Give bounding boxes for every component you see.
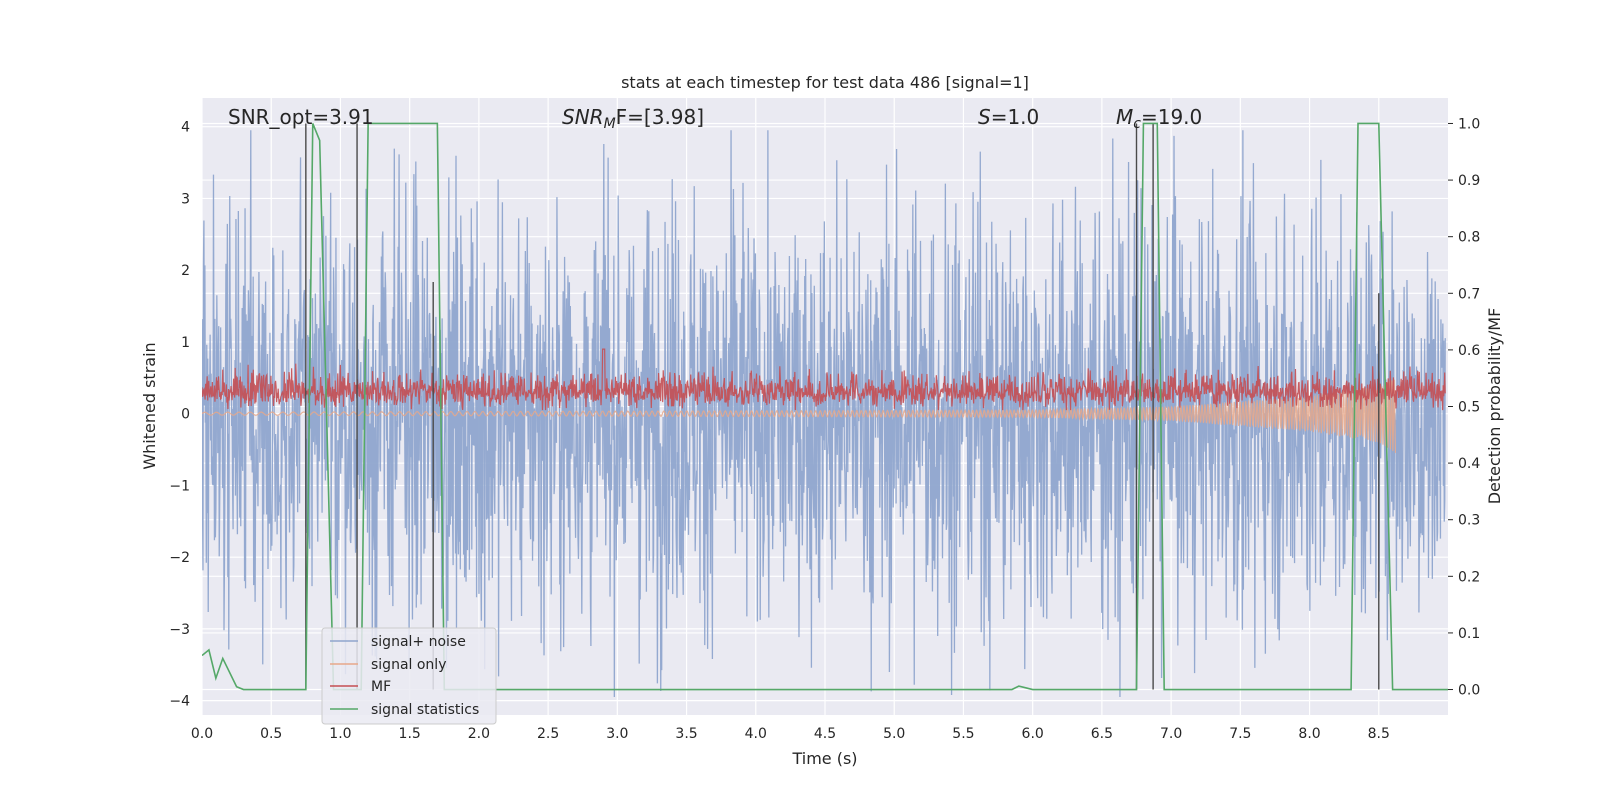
x-tick-label: 8.0: [1298, 726, 1320, 742]
right-y-tick-label: 0.5: [1458, 400, 1480, 416]
y-tick-label: 3: [181, 191, 190, 207]
right-y-tick-label: 0.3: [1458, 513, 1480, 529]
annotation-s: S=1.0: [978, 105, 1039, 129]
right-y-tick-label: 0.7: [1458, 286, 1480, 302]
x-axis-ticks: 0.0 0.5 1.0 1.5 2.0 2.5 3.0 3.5 4.0 4.5 5.0 5.5 6.0 6…: [191, 726, 1390, 742]
x-tick-label: 6.0: [1022, 726, 1044, 742]
y-tick-label: −1: [169, 478, 190, 494]
y-tick-label: 4: [181, 120, 190, 136]
legend-label-signal-only: signal only: [371, 657, 446, 673]
right-y-tick-label: 0.2: [1458, 569, 1480, 585]
right-y-tick-label: 0.9: [1458, 173, 1480, 189]
x-tick-label: 6.5: [1091, 726, 1113, 742]
x-tick-label: 7.0: [1160, 726, 1182, 742]
y-axis-label: Whitened strain: [140, 342, 159, 469]
x-tick-label: 3.0: [606, 726, 628, 742]
annotation-s-value: =1.0: [991, 105, 1040, 129]
annotation-snr-mf: SNRMF=[3.98]: [562, 105, 704, 132]
y-tick-label: −3: [169, 622, 190, 638]
series-signal-only: [202, 379, 1396, 453]
x-tick-label: 0.0: [191, 726, 213, 742]
legend-label-mf: MF: [371, 679, 391, 695]
x-tick-label: 1.5: [399, 726, 421, 742]
series-signal-noise: [202, 130, 1446, 698]
x-axis-label: Time (s): [791, 749, 857, 768]
legend-label-signal-statistics: signal statistics: [371, 702, 479, 718]
right-y-tick-label: 0.4: [1458, 456, 1480, 472]
legend-label-signal-noise: signal+ noise: [371, 634, 466, 650]
right-y-tick-label: 0.0: [1458, 683, 1480, 699]
x-tick-label: 8.5: [1368, 726, 1390, 742]
x-tick-label: 5.5: [952, 726, 974, 742]
right-y-tick-label: 1.0: [1458, 116, 1480, 132]
legend-box: [321, 627, 497, 725]
right-y-axis-ticks: 0.0 0.1 0.2 0.3 0.4 0.5 0.6 0.7 0.8 0.9 1.0: [1448, 116, 1480, 699]
annotation-mc-symbol: M: [1116, 105, 1133, 129]
right-y-axis-label: Detection probability/MF: [1485, 308, 1504, 505]
x-tick-label: 1.0: [329, 726, 351, 742]
right-y-tick-label: 0.1: [1458, 626, 1480, 642]
x-tick-label: 4.5: [814, 726, 836, 742]
y-tick-label: −4: [169, 694, 190, 710]
x-tick-label: 2.5: [537, 726, 559, 742]
right-y-tick-label: 0.8: [1458, 230, 1480, 246]
x-tick-label: 2.0: [468, 726, 490, 742]
annotation-mc: Mc=19.0: [1116, 105, 1202, 132]
x-tick-label: 4.0: [745, 726, 767, 742]
x-tick-label: 0.5: [260, 726, 282, 742]
annotation-mc-value: =19.0: [1141, 105, 1202, 129]
y-axis-ticks: −4 −3 −2 −1 0 1 2 3 4: [169, 120, 190, 710]
series-trigger-markers: [305, 123, 1380, 690]
x-tick-label: 3.5: [675, 726, 697, 742]
annotation-s-symbol: S: [978, 105, 991, 129]
series-mf: [202, 348, 1446, 411]
legend: signal+ noise signal only MF signal stat…: [321, 627, 497, 725]
annotation-mc-subscript: c: [1133, 116, 1141, 132]
x-tick-label: 7.5: [1229, 726, 1251, 742]
right-y-tick-label: 0.6: [1458, 343, 1480, 359]
chart-title: stats at each timestep for test data 486…: [621, 73, 1029, 92]
y-tick-label: 0: [181, 407, 190, 423]
annotation-snr-opt: SNR_opt=3.91: [228, 105, 374, 129]
y-tick-label: −2: [169, 550, 190, 566]
annotation-snr-mf-symbol: SNR: [562, 105, 604, 129]
x-tick-label: 5.0: [883, 726, 905, 742]
y-tick-label: 2: [181, 263, 190, 279]
annotation-snr-mf-value: F=[3.98]: [616, 105, 704, 129]
annotation-snr-mf-subscript: M: [604, 116, 616, 132]
y-tick-label: 1: [181, 335, 190, 351]
